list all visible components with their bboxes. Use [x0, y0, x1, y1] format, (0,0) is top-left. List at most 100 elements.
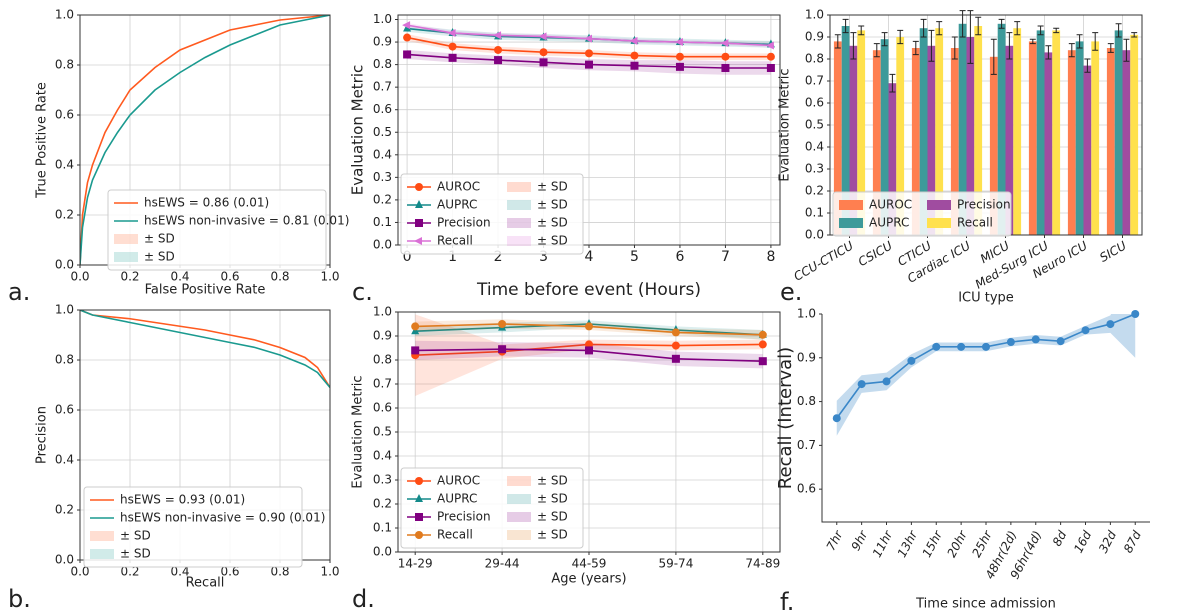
legend-label: ± SD	[537, 510, 568, 524]
point	[402, 21, 411, 30]
point	[857, 380, 866, 389]
x-tick-label: 32d	[1096, 528, 1119, 555]
point	[538, 32, 547, 41]
x-axis-label: False Positive Rate	[145, 283, 266, 298]
error-bar	[873, 43, 880, 58]
point	[1106, 320, 1115, 329]
y-tick-label: 0.8	[805, 52, 824, 66]
error-bar	[1123, 38, 1130, 62]
bar	[872, 50, 881, 235]
point	[982, 342, 990, 351]
legend-box	[83, 486, 303, 568]
y-tick-label: 0.2	[373, 497, 392, 511]
bar	[1075, 41, 1084, 235]
point	[932, 342, 941, 351]
y-tick-label: 1.0	[55, 303, 74, 317]
x-tick-label: 1.0	[320, 270, 339, 284]
legend-label: ± SD	[537, 180, 568, 194]
legend-patch	[839, 218, 863, 228]
point	[629, 36, 638, 45]
legend-label: Precision	[957, 198, 1011, 212]
x-tick-label: SICU	[1097, 238, 1129, 264]
bar	[1091, 41, 1100, 235]
y-axis-label: Evaluation Metric	[351, 375, 366, 488]
error-bar	[1092, 32, 1099, 51]
point	[415, 183, 423, 191]
bar	[1130, 34, 1139, 235]
bar	[919, 28, 928, 235]
error-bar	[920, 18, 927, 38]
y-tick-label: 0.1	[373, 215, 392, 229]
series-line	[836, 314, 1136, 419]
bar	[833, 41, 842, 235]
series-line	[80, 15, 330, 265]
legend-label: AUPRC	[437, 492, 477, 506]
point	[758, 357, 767, 366]
bar	[1114, 30, 1123, 235]
error-bar	[998, 18, 1005, 29]
y-tick-label: 0.8	[55, 58, 74, 72]
bar	[849, 45, 858, 235]
x-tick-label: 13hr	[895, 528, 921, 560]
y-tick-label: 0.5	[805, 118, 824, 132]
x-tick-label: 0.2	[120, 270, 139, 284]
legend-patch	[90, 549, 114, 559]
y-tick-label: 0.4	[55, 158, 74, 172]
error-bar	[1084, 58, 1091, 73]
error-bar	[1053, 27, 1060, 34]
bar	[841, 26, 850, 235]
y-tick-label: 0.6	[805, 96, 824, 110]
panel-label: c.	[352, 278, 373, 306]
point	[1056, 337, 1065, 346]
bar	[1052, 30, 1061, 235]
legend-label: ± SD	[537, 216, 568, 230]
x-tick-label: 59-74	[658, 557, 693, 571]
legend-patch	[507, 476, 531, 486]
error-bar	[1115, 23, 1122, 38]
legend-patch	[927, 218, 951, 228]
y-tick-label: 0.7	[373, 80, 392, 94]
point	[448, 53, 457, 62]
point	[758, 330, 767, 339]
y-tick-label: 1.0	[805, 8, 824, 22]
error-bar	[967, 10, 974, 64]
legend-label: Recall	[437, 528, 473, 542]
x-tick-label: 29-44	[485, 557, 520, 571]
y-axis-label: Precision	[35, 406, 50, 464]
bar	[888, 83, 897, 235]
y-tick-label: 0.2	[373, 192, 392, 206]
plot-area	[80, 15, 330, 265]
y-tick-label: 0.1	[373, 521, 392, 535]
y-tick-label: 0.4	[373, 449, 392, 463]
bar	[911, 48, 920, 235]
legend-label: ± SD	[120, 529, 151, 543]
legend-label: AUROC	[437, 180, 480, 194]
legend-patch	[507, 200, 531, 210]
point	[498, 320, 507, 328]
point	[671, 328, 680, 337]
x-tick-label: 25hr	[969, 528, 995, 560]
error-bar	[1029, 38, 1036, 45]
legend-label: Precision	[437, 216, 491, 230]
x-tick-label: 0.0	[70, 565, 89, 579]
y-tick-label: 0.6	[55, 108, 74, 122]
y-tick-label: 0.0	[55, 258, 74, 272]
legend-label: AUROC	[869, 198, 912, 212]
y-tick-label: 0.5	[373, 425, 392, 439]
bar	[927, 45, 936, 235]
legend-label: hsEWS non-invasive = 0.90 (0.01)	[120, 511, 325, 525]
point	[498, 345, 507, 354]
error-bar	[1076, 34, 1083, 49]
y-tick-label: 0.3	[373, 170, 392, 184]
y-tick-label: 0.6	[55, 403, 74, 417]
plot-area	[830, 15, 1142, 235]
error-bar	[1037, 25, 1044, 36]
point	[414, 237, 422, 245]
legend-patch	[927, 200, 951, 210]
point	[403, 50, 412, 59]
legend-label: ± SD	[537, 528, 568, 542]
point	[765, 41, 774, 50]
error-bar	[834, 34, 841, 49]
y-tick-label: 0.7	[797, 438, 816, 452]
